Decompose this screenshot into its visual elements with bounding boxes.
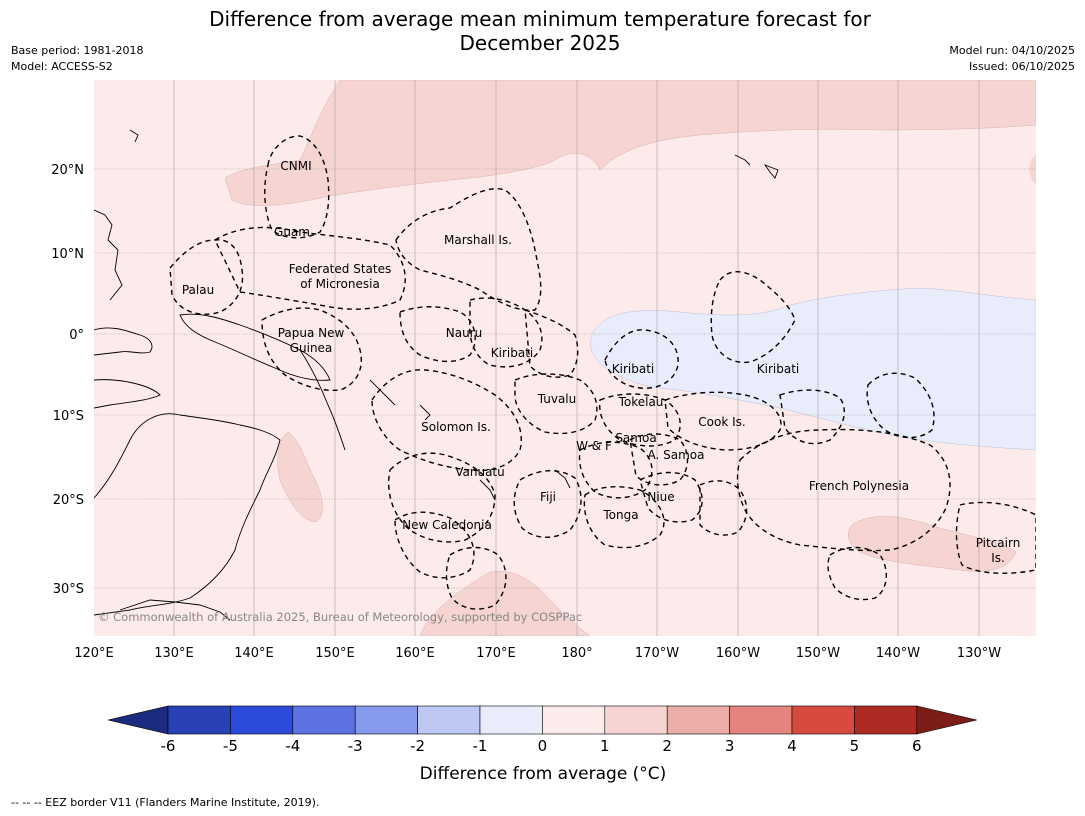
colorbar-tick-label: 1 xyxy=(600,737,610,755)
label-pitcairn-2: Is. xyxy=(991,551,1005,565)
lon-tick: 160°W xyxy=(716,646,760,661)
eez-borders xyxy=(169,135,1036,610)
warm-anomaly-east-edge xyxy=(1029,155,1036,185)
label-fsm-1: Federated States xyxy=(289,262,391,276)
meta-right: Model run: 04/10/2025 Issued: 06/10/2025 xyxy=(949,43,1075,75)
label-fsm-2: of Micronesia xyxy=(300,277,380,291)
lon-tick: 150°E xyxy=(315,646,355,661)
meridian-lines xyxy=(173,80,980,636)
label-wf: W & F xyxy=(576,439,612,453)
latitude-ticks: 20°N 10°N 0° 10°S 20°S 30°S xyxy=(51,163,84,597)
label-nauru: Nauru xyxy=(446,326,482,340)
warm-anomaly-north xyxy=(224,80,1036,206)
label-kiribati-west: Kiribati xyxy=(491,346,533,360)
label-solomon: Solomon Is. xyxy=(421,420,491,434)
eez-legend-note: -- -- -- EEZ border V11 (Flanders Marine… xyxy=(11,796,320,809)
colorbar-tick-label: -4 xyxy=(285,737,300,755)
issued-date: Issued: 06/10/2025 xyxy=(968,60,1075,73)
label-french-polynesia: French Polynesia xyxy=(809,479,909,493)
label-niue: Niue xyxy=(647,490,674,504)
colorbar: -6 -5 -4 -3 -2 -1 0 1 2 3 4 5 6 xyxy=(107,705,977,755)
label-guam: Guam xyxy=(274,225,310,239)
label-samoa: Samoa xyxy=(615,431,656,445)
lon-tick: 130°E xyxy=(154,646,194,661)
meta-left: Base period: 1981-2018 Model: ACCESS-S2 xyxy=(11,43,143,75)
base-period: Base period: 1981-2018 xyxy=(11,44,144,57)
colorbar-tick-label: -6 xyxy=(161,737,176,755)
label-fiji: Fiji xyxy=(540,490,556,504)
colorbar-segment xyxy=(604,705,668,735)
lon-tick: 150°W xyxy=(796,646,840,661)
label-cnmi: CNMI xyxy=(280,159,311,173)
lon-tick: 120°E xyxy=(74,646,114,661)
colorbar-segment xyxy=(167,705,231,735)
colorbar-segment xyxy=(854,705,918,735)
region-labels: CNMI Guam Marshall Is. Federated States … xyxy=(182,159,1020,565)
grid-lines xyxy=(94,168,1036,589)
colorbar-segment xyxy=(354,705,418,735)
longitude-ticks: 120°E 130°E 140°E 150°E 160°E 170°E 180°… xyxy=(74,646,1001,661)
title-line-1: Difference from average mean minimum tem… xyxy=(209,7,871,31)
warm-anomaly-south xyxy=(419,570,591,636)
colorbar-segment xyxy=(666,705,730,735)
warm-anomaly-australia xyxy=(277,431,323,523)
lon-tick: 160°E xyxy=(395,646,435,661)
colorbar-segment xyxy=(791,705,855,735)
lat-tick-20n: 20°N xyxy=(51,163,84,178)
warm-anomaly-southeast xyxy=(848,516,1017,572)
colorbar-tick-label: 2 xyxy=(662,737,672,755)
label-new-caledonia: New Caledonia xyxy=(402,518,492,532)
label-tokelau: Tokelau xyxy=(618,395,664,409)
lon-tick: 130°W xyxy=(957,646,1001,661)
lon-tick: 170°E xyxy=(476,646,516,661)
label-vanuatu: Vanuatu xyxy=(455,465,505,479)
label-tuvalu: Tuvalu xyxy=(537,392,577,406)
model-run: Model run: 04/10/2025 xyxy=(949,44,1075,57)
label-cook: Cook Is. xyxy=(698,415,745,429)
label-tonga: Tonga xyxy=(602,508,638,522)
model-name: Model: ACCESS-S2 xyxy=(11,60,113,73)
colorbar-tick-label: 5 xyxy=(850,737,860,755)
lat-tick-20s: 20°S xyxy=(53,493,84,508)
label-png-1: Papua New xyxy=(278,326,345,340)
lon-tick: 140°E xyxy=(234,646,274,661)
colorbar-segment xyxy=(542,705,606,735)
colorbar-tick-label: 4 xyxy=(787,737,797,755)
cool-anomaly-central-pacific xyxy=(590,287,1036,451)
colorbar-tick-label: -1 xyxy=(473,737,488,755)
label-png-2: Guinea xyxy=(290,341,333,355)
label-palau: Palau xyxy=(182,283,214,297)
colorbar-tick-label: -2 xyxy=(410,737,425,755)
colorbar-tick-label: -3 xyxy=(348,737,363,755)
colorbar-segment xyxy=(729,705,793,735)
colorbar-segment xyxy=(417,705,481,735)
lat-tick-0: 0° xyxy=(69,328,84,343)
label-kiribati-east: Kiribati xyxy=(757,362,799,376)
label-pitcairn-1: Pitcairn xyxy=(976,536,1021,550)
colorbar-tick-label: -5 xyxy=(223,737,238,755)
colorbar-over-triangle xyxy=(916,705,977,735)
colorbar-segment xyxy=(292,705,356,735)
lat-tick-10s: 10°S xyxy=(53,409,84,424)
lon-tick: 170°W xyxy=(635,646,679,661)
map-title: Difference from average mean minimum tem… xyxy=(140,7,940,55)
label-kiribati-central: Kiribati xyxy=(612,362,654,376)
copyright-notice: © Commonwealth of Australia 2025, Bureau… xyxy=(98,610,582,624)
lon-tick: 140°W xyxy=(876,646,920,661)
colorbar-tick-label: 0 xyxy=(538,737,548,755)
colorbar-under-triangle xyxy=(107,705,169,735)
title-line-2: December 2025 xyxy=(459,31,621,55)
colorbar-segment xyxy=(479,705,543,735)
lat-tick-30s: 30°S xyxy=(53,582,84,597)
label-marshall: Marshall Is. xyxy=(444,233,512,247)
colorbar-tick-label: 3 xyxy=(725,737,735,755)
lat-tick-10n: 10°N xyxy=(51,247,84,262)
coastlines xyxy=(94,129,779,621)
label-asamoa: A. Samoa xyxy=(648,448,705,462)
colorbar-segment xyxy=(230,705,294,735)
colorbar-tick-label: 6 xyxy=(912,737,922,755)
lon-tick: 180° xyxy=(561,646,592,661)
colorbar-label: Difference from average (°C) xyxy=(420,764,667,784)
